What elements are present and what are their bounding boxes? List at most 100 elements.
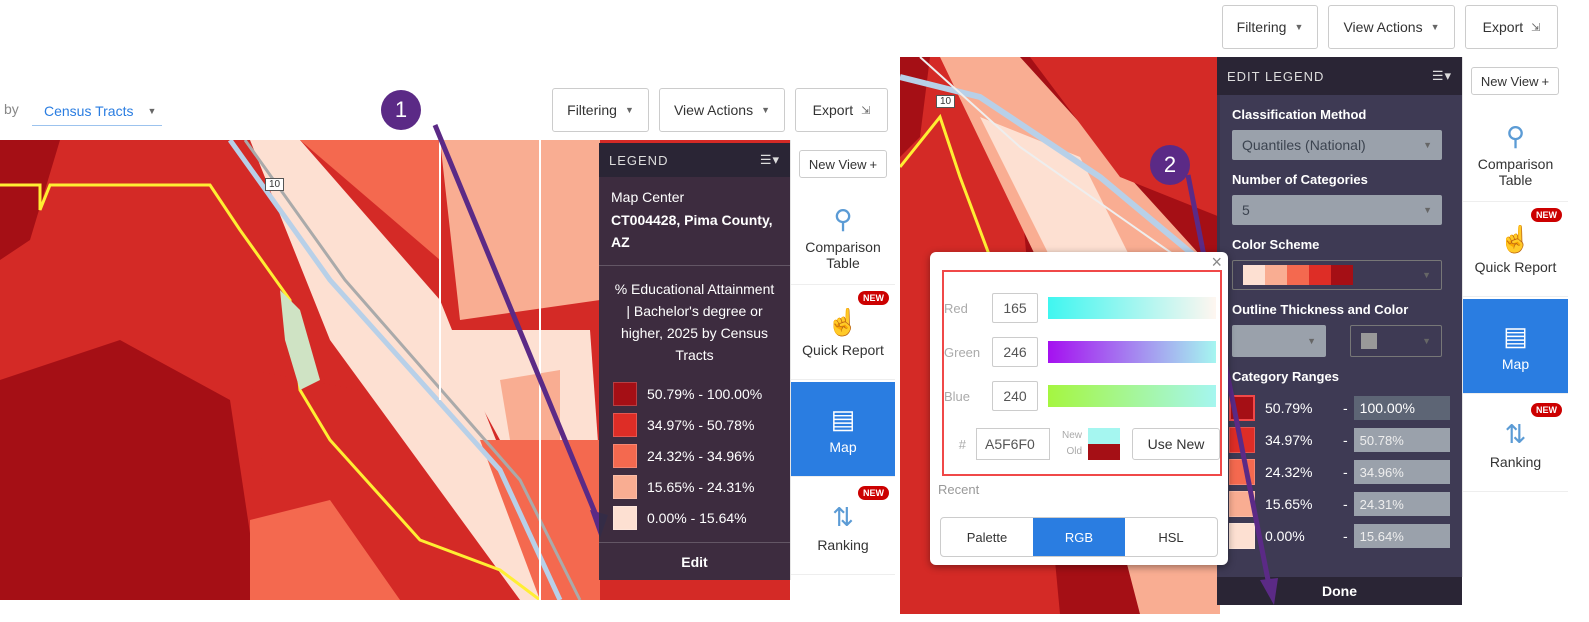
- export-label: Export: [1482, 19, 1524, 35]
- export-label: Export: [812, 102, 854, 118]
- filtering-button[interactable]: Filtering ▼: [552, 88, 649, 132]
- categories-label: Number of Categories: [1232, 172, 1368, 187]
- view-sidebar: New View + ⚲ Comparison Table NEW ☝ Quick Re…: [790, 140, 895, 580]
- geo-select-value: Census Tracts: [44, 102, 134, 119]
- old-color-swatch[interactable]: [1088, 444, 1121, 460]
- hex-input[interactable]: A5F6F0: [976, 428, 1050, 460]
- sidebar-item-label: Ranking: [817, 536, 869, 553]
- sidebar-item-label: Map: [1501, 355, 1530, 372]
- step-badge: 2: [1150, 145, 1190, 185]
- close-icon[interactable]: ×: [1211, 252, 1222, 272]
- scheme-swatch: [1309, 265, 1331, 285]
- red-slider[interactable]: [1048, 297, 1216, 319]
- legend-swatch: [613, 474, 637, 499]
- view-actions-button[interactable]: View Actions ▼: [659, 88, 785, 132]
- chevron-down-icon: ▼: [1422, 270, 1431, 280]
- map-icon: ▤: [830, 403, 856, 434]
- edit-legend-title: EDIT LEGEND: [1227, 68, 1325, 84]
- range-color-swatch[interactable]: [1229, 523, 1255, 549]
- color-scheme-swatches: [1243, 265, 1353, 285]
- filtering-label: Filtering: [567, 102, 617, 118]
- category-range-row: 34.97% -50.78%: [1217, 424, 1462, 456]
- color-picker-dialog: × Red 165 Green 246 Blue 240 # A5F6F0 New Old…: [930, 252, 1228, 565]
- tab-hsl[interactable]: HSL: [1158, 529, 1184, 545]
- tab-rgb[interactable]: RGB: [1033, 518, 1125, 556]
- menu-icon[interactable]: ☰▾: [759, 152, 780, 167]
- legend-swatch: [613, 443, 637, 468]
- sidebar-item-comparison-table[interactable]: ⚲ Comparison Table: [1463, 107, 1568, 202]
- outline-thickness-select[interactable]: ▼: [1232, 325, 1326, 357]
- category-ranges-label: Category Ranges: [1232, 369, 1339, 384]
- export-button[interactable]: Export ⇲: [1465, 5, 1558, 49]
- tab-palette[interactable]: Palette: [966, 529, 1008, 545]
- new-view-button[interactable]: New View +: [799, 150, 887, 178]
- range-min: 15.65%: [1265, 496, 1313, 512]
- new-view-button[interactable]: New View +: [1471, 67, 1559, 95]
- blue-input[interactable]: 240: [992, 381, 1038, 411]
- chevron-down-icon: ▼: [761, 105, 771, 115]
- sidebar-item-quick-report[interactable]: NEW ☝ Quick Report: [1463, 202, 1568, 297]
- outline-color-swatch: [1361, 333, 1377, 349]
- color-mode-tabs: Palette RGB HSL: [940, 517, 1218, 557]
- sidebar-item-quick-report[interactable]: NEW ☝ Quick Report: [791, 285, 895, 380]
- sidebar-item-label: Quick Report: [802, 341, 884, 358]
- filtering-button[interactable]: Filtering ▼: [1222, 5, 1318, 49]
- scheme-swatch: [1265, 265, 1287, 285]
- sidebar-item-label: Map: [829, 438, 857, 455]
- legend-item: 0.00% - 15.64%: [599, 502, 790, 533]
- blue-slider[interactable]: [1048, 385, 1216, 407]
- classification-value: Quantiles (National): [1242, 137, 1366, 153]
- export-button[interactable]: Export ⇲: [795, 88, 888, 132]
- range-max-input[interactable]: 50.78%: [1353, 428, 1450, 452]
- range-max-input[interactable]: 15.64%: [1353, 524, 1450, 548]
- red-input[interactable]: 165: [992, 293, 1038, 323]
- map-pins-icon: ⚲: [833, 203, 853, 234]
- outline-label: Outline Thickness and Color: [1232, 302, 1409, 317]
- legend-swatch: [613, 412, 637, 437]
- export-icon: ⇲: [861, 104, 871, 117]
- sidebar-item-label: Comparison Table: [805, 238, 881, 271]
- outline-color-select[interactable]: ▼: [1350, 325, 1442, 357]
- categories-value: 5: [1242, 202, 1250, 218]
- sidebar-item-map[interactable]: ▤ Map: [791, 382, 895, 477]
- chevron-down-icon: ▼: [1422, 336, 1431, 346]
- chevron-down-icon: ▼: [1423, 140, 1432, 150]
- legend-title: LEGEND: [609, 152, 669, 168]
- categories-select[interactable]: 5 ▼: [1232, 195, 1442, 225]
- legend-item: 15.65% - 24.31%: [599, 471, 790, 502]
- color-scheme-label: Color Scheme: [1232, 237, 1320, 252]
- edit-legend-header: EDIT LEGEND ☰▾: [1217, 57, 1462, 95]
- legend-variable: % Educational Attainment | Bachelor's de…: [599, 265, 790, 378]
- sidebar-item-comparison-table[interactable]: ⚲ Comparison Table: [791, 190, 895, 285]
- range-min: 50.79%: [1265, 400, 1313, 416]
- ranking-icon: ⇅: [1504, 418, 1527, 449]
- sidebar-item-ranking[interactable]: NEW ⇅ Ranking: [1463, 397, 1568, 492]
- classification-select[interactable]: Quantiles (National) ▼: [1232, 130, 1442, 160]
- range-max-input[interactable]: 100.00%: [1353, 396, 1450, 420]
- step-badge: 1: [381, 90, 421, 130]
- pointing-hand-icon: ☝: [826, 306, 860, 337]
- new-badge: NEW: [1531, 403, 1562, 417]
- scheme-swatch: [1243, 265, 1265, 285]
- sidebar-item-label: Ranking: [1489, 453, 1542, 470]
- range-max-input[interactable]: 34.96%: [1353, 460, 1450, 484]
- green-slider[interactable]: [1048, 341, 1216, 363]
- sidebar-item-ranking[interactable]: NEW ⇅ Ranking: [791, 480, 895, 575]
- chevron-down-icon: ▼: [1430, 22, 1440, 32]
- menu-icon[interactable]: ☰▾: [1431, 68, 1452, 83]
- view-actions-button[interactable]: View Actions ▼: [1328, 5, 1455, 49]
- map-pins-icon: ⚲: [1505, 120, 1526, 151]
- new-view-label: New View: [1480, 73, 1539, 89]
- green-input[interactable]: 246: [992, 337, 1038, 367]
- color-scheme-select[interactable]: ▼: [1232, 260, 1442, 290]
- legend-item-label: 34.97% - 50.78%: [647, 416, 755, 433]
- plus-icon: +: [1541, 73, 1550, 89]
- edit-legend-panel: EDIT LEGEND ☰▾ Classification Method Quan…: [1217, 57, 1462, 605]
- edit-legend-button[interactable]: Edit: [599, 542, 790, 580]
- range-max-input[interactable]: 24.31%: [1353, 492, 1450, 516]
- use-new-button[interactable]: Use New: [1132, 428, 1221, 460]
- geography-select[interactable]: Census Tracts ▼: [32, 96, 162, 126]
- legend-item: 50.79% - 100.00%: [599, 378, 790, 409]
- done-button[interactable]: Done: [1217, 577, 1462, 605]
- sidebar-item-map[interactable]: ▤ Map: [1463, 299, 1568, 394]
